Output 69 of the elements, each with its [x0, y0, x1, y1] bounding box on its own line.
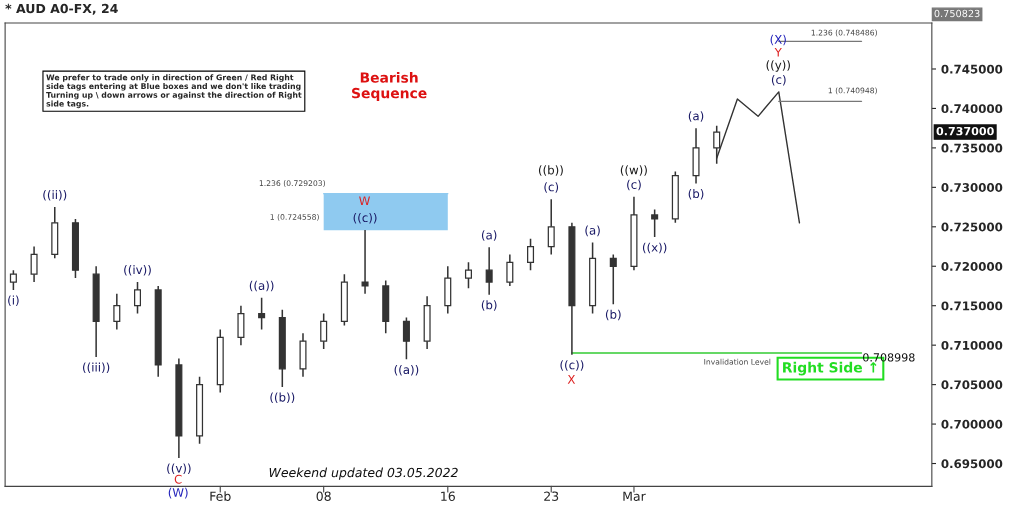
annotation: ((b)) [538, 165, 563, 176]
text: (W) [168, 487, 188, 499]
annotation: ((c)) [560, 360, 584, 371]
candlestick [485, 246, 493, 296]
annotation: (a) [688, 111, 704, 122]
candlestick [258, 297, 266, 331]
annotation: ((a)) [394, 364, 419, 376]
x-tick-label: Feb [210, 491, 231, 501]
x-tick-label: Mar [623, 491, 646, 501]
annotation: (b) [481, 300, 497, 311]
y-tick-label: 0.705000 [941, 380, 1003, 390]
annotation: ((a)) [249, 280, 274, 292]
candlestick [609, 253, 617, 305]
candlestick [237, 304, 245, 346]
annotation: (a) [585, 225, 600, 237]
annotation: (b) [605, 309, 621, 321]
annotation: X [567, 375, 576, 384]
candlestick [506, 253, 514, 287]
annotation: C [174, 474, 182, 484]
candlestick [402, 316, 410, 361]
annotation: ((iii)) [83, 362, 110, 374]
annotation: (c) [544, 182, 559, 193]
candlestick [30, 245, 38, 283]
text: 0.750823 [934, 9, 980, 18]
annotation: (b) [688, 188, 704, 200]
candlestick [361, 229, 369, 295]
y-tick-label: 0.720000 [941, 261, 1003, 271]
candlestick [133, 281, 142, 315]
annotation: Y [774, 47, 782, 57]
y-tick-label: 0.710000 [941, 340, 1003, 350]
x-tick-label: 23 [544, 491, 559, 501]
annotation: ((ii)) [43, 190, 67, 201]
annotation: (i) [8, 295, 19, 307]
annotation: ((w)) [620, 165, 647, 176]
annotation: (a) [481, 230, 497, 241]
y-tick-label: 0.715000 [941, 301, 1003, 311]
candlestick [113, 293, 121, 331]
candlestick [527, 237, 535, 271]
annotation: (X) [770, 34, 786, 46]
candlestick [464, 261, 473, 290]
y-tick-label: 0.695000 [941, 459, 1003, 469]
x-tick-label: 08 [316, 491, 331, 501]
annotation: Weekend updated 03.05.2022 [269, 467, 458, 480]
candlestick [320, 312, 328, 350]
candlestick [547, 198, 555, 256]
annotation: ((v)) [167, 463, 191, 475]
annotation: ((iv)) [124, 265, 151, 276]
x-tick-label: 16 [441, 491, 455, 501]
y-tick-label: 0.730000 [941, 183, 1003, 192]
annotation: ((y)) [766, 60, 790, 72]
annotation: Bearish Sequence [352, 72, 427, 102]
annotation: Right Side ↑ [783, 361, 877, 376]
annotation: ((b)) [270, 392, 295, 404]
annotation: (c) [627, 179, 641, 191]
annotation: W [359, 196, 370, 205]
y-tick-label: 0.700000 [941, 419, 1003, 429]
y-tick-label: 0.735000 [941, 143, 1003, 153]
annotation: ((x)) [642, 242, 667, 254]
candlestick [651, 208, 659, 238]
candlestick [9, 269, 17, 291]
annotation: ((c)) [353, 212, 377, 224]
chart-title: * AUD A0-FX, 24 [5, 3, 118, 15]
annotation: 0.708998 [863, 353, 915, 362]
y-tick-label: 0.745000 [941, 64, 1003, 74]
y-tick-label: 0.740000 [941, 104, 1003, 114]
line-series [716, 91, 801, 224]
text: 0.737000 [936, 126, 994, 136]
annotation: (c) [771, 74, 786, 86]
y-tick-label: 0.725000 [941, 222, 1003, 232]
